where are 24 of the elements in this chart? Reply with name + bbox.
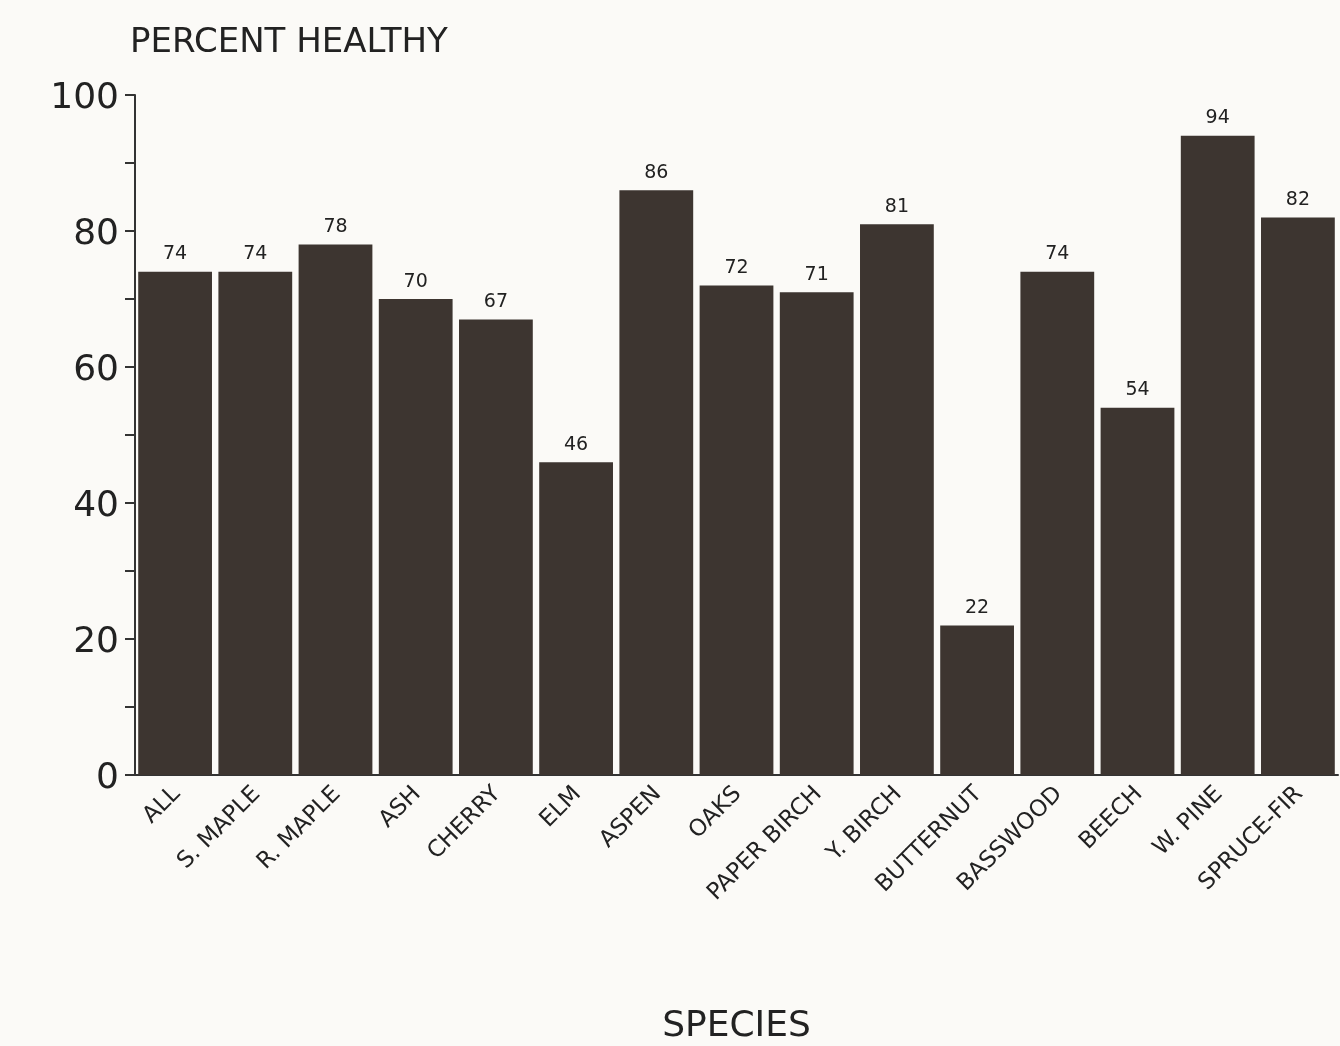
- data-label: 78: [323, 214, 348, 237]
- data-label: 54: [1125, 377, 1150, 400]
- data-label: 67: [483, 288, 508, 311]
- data-label: 74: [243, 241, 268, 264]
- data-label: 74: [1045, 241, 1070, 264]
- x-axis-title: SPECIES: [662, 1002, 811, 1044]
- data-label: 70: [403, 268, 428, 291]
- data-label: 86: [644, 159, 669, 182]
- data-label: 81: [884, 193, 909, 216]
- data-label: 71: [804, 261, 829, 284]
- y-tick-label: 80: [73, 210, 119, 252]
- y-tick-label: 40: [73, 482, 119, 524]
- data-label: 72: [724, 254, 749, 277]
- y-tick-label: 100: [50, 74, 119, 116]
- data-label: 74: [163, 241, 188, 264]
- data-label: 22: [965, 594, 990, 617]
- y-tick-label: 20: [73, 618, 119, 660]
- y-axis-title: PERCENT HEALTHY: [130, 20, 449, 60]
- data-label: 94: [1205, 105, 1230, 128]
- y-tick-label: 0: [96, 754, 119, 796]
- y-tick-label: 60: [73, 346, 119, 388]
- x-tick-label: ALL: [136, 779, 185, 828]
- data-label: 46: [564, 431, 589, 454]
- data-label: 82: [1285, 186, 1310, 209]
